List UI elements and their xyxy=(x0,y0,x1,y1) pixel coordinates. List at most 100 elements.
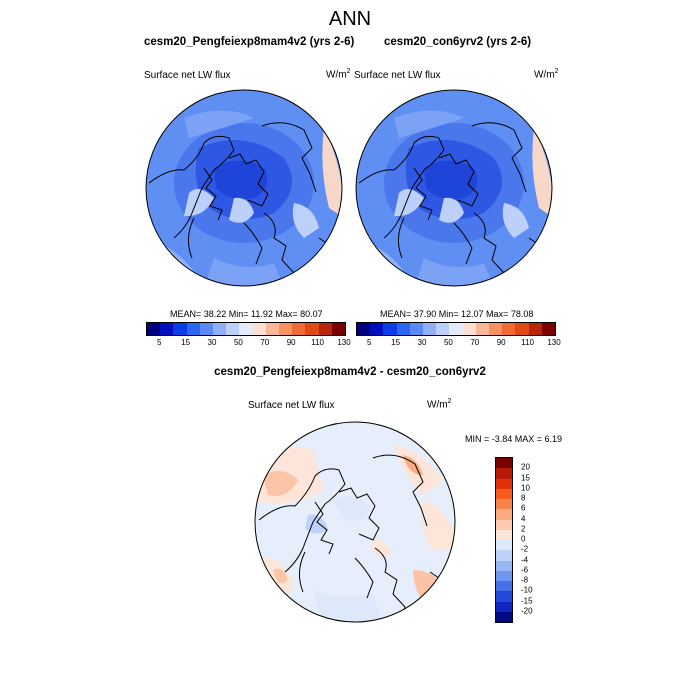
colorbar-swatch xyxy=(496,468,512,479)
units-label: W/m2 xyxy=(534,68,559,81)
colorbar-tick-label: 8 xyxy=(521,493,526,503)
colorbar-swatch xyxy=(496,519,512,530)
colorbar-swatch xyxy=(199,323,214,335)
colorbar-swatch xyxy=(496,601,512,612)
colorbar-swatch xyxy=(239,323,253,335)
colorbar-swatch xyxy=(496,478,512,489)
panel-right: cesm20_con6yrv2 (yrs 2-6) Surface net LW… xyxy=(350,36,570,356)
colorbar-swatch xyxy=(489,323,503,335)
colorbar-swatch xyxy=(475,323,490,335)
colorbar-tick-label: 50 xyxy=(443,338,453,347)
colorbar-swatch xyxy=(383,323,397,335)
colorbar-swatch xyxy=(496,529,512,540)
colorbar-tick-label: 30 xyxy=(417,338,427,347)
colorbar-tick-label: 2 xyxy=(521,524,526,534)
colorbar-swatch xyxy=(462,323,476,335)
colorbar-tick-label: 5 xyxy=(156,338,162,347)
colorbar-tick-label: 20 xyxy=(521,462,530,472)
main-title: ANN xyxy=(328,8,372,30)
panel-title: cesm20_con6yrv2 (yrs 2-6) xyxy=(384,36,532,48)
colorbar-tick-label: 130 xyxy=(547,338,561,347)
colorbar-swatch xyxy=(331,323,346,335)
colorbar-ticks-diff: 20 15 10 8 6 4 2 0 -2 -4 -6 -8 -10 -15 -20 xyxy=(515,457,555,621)
colorbar-swatch xyxy=(502,323,516,335)
colorbar-diff xyxy=(495,457,513,623)
colorbar-swatch xyxy=(496,611,512,622)
diff-panel-title: cesm20_Pengfeiexp8mam4v2 - cesm20_con6yr… xyxy=(214,366,486,378)
colorbar-tick-label: 90 xyxy=(286,338,296,347)
colorbar-swatch xyxy=(528,323,542,335)
colorbar-tick-label: -2 xyxy=(521,544,529,554)
colorbar-swatch xyxy=(423,323,437,335)
colorbar-swatch xyxy=(515,323,529,335)
colorbar-swatch xyxy=(496,570,512,581)
colorbar-tick-label: -15 xyxy=(521,596,533,605)
stats-readout: MEAN= 37.90 Min= 12.07 Max= 78.08 xyxy=(380,309,534,319)
colorbar-tick-label: 15 xyxy=(391,338,401,347)
colorbar-tick-label: 15 xyxy=(521,473,530,482)
colorbar-tick-label: -8 xyxy=(521,575,529,585)
colorbar-swatch xyxy=(396,323,410,335)
colorbar-swatch xyxy=(160,323,174,335)
colorbar-swatch xyxy=(496,458,512,469)
colorbar-tick-label: 70 xyxy=(470,338,480,347)
colorbar-swatch xyxy=(496,540,512,551)
colorbar-swatch xyxy=(305,323,319,335)
colorbar-swatch xyxy=(213,323,227,335)
stats-readout: MEAN= 38.22 Min= 11.92 Max= 80.07 xyxy=(170,309,323,319)
diff-variable-label: Surface net LW flux xyxy=(248,400,335,411)
colorbar-swatch xyxy=(541,323,556,335)
colorbar-swatch xyxy=(496,488,512,499)
colorbar-tick-label: 90 xyxy=(496,338,506,347)
colorbar-swatch xyxy=(409,323,424,335)
units-label: W/m2 xyxy=(326,68,351,81)
colorbar-tick-label: 110 xyxy=(521,338,534,347)
panel-title: cesm20_Pengfeiexp8mam4v2 (yrs 2-6) xyxy=(144,36,355,48)
colorbar-swatch xyxy=(496,550,512,561)
colorbar-ticks-right: 5 15 30 50 70 90 110 130 xyxy=(356,338,561,350)
colorbar-tick-label: 30 xyxy=(207,338,217,347)
polar-map-diff xyxy=(254,421,456,623)
diff-stats-readout: MIN = -3.84 MAX = 6.19 xyxy=(465,434,563,444)
variable-label: Surface net LW flux xyxy=(144,70,231,81)
colorbar-swatch xyxy=(252,323,266,335)
colorbar-tick-label: 130 xyxy=(337,338,351,347)
colorbar-ticks-left: 5 15 30 50 70 90 110 130 xyxy=(146,338,351,350)
polar-map-right xyxy=(355,89,553,287)
polar-map-left xyxy=(145,89,343,287)
diff-units-label: W/m2 xyxy=(427,398,452,411)
colorbar-swatch xyxy=(496,509,512,520)
colorbar-swatch xyxy=(226,323,240,335)
colorbar-tick-label: -10 xyxy=(521,585,533,595)
colorbar-swatch xyxy=(436,323,450,335)
colorbar-swatch xyxy=(449,323,463,335)
colorbar-tick-label: -4 xyxy=(521,555,529,564)
colorbar-left xyxy=(146,322,346,336)
variable-label: Surface net LW flux xyxy=(354,70,441,81)
colorbar-tick-label: -20 xyxy=(521,606,533,616)
colorbar-swatch xyxy=(370,323,384,335)
colorbar-swatch xyxy=(279,323,293,335)
colorbar-tick-label: -6 xyxy=(521,565,529,575)
colorbar-tick-label: 50 xyxy=(233,338,243,347)
colorbar-swatch xyxy=(496,560,512,571)
colorbar-swatch xyxy=(292,323,306,335)
colorbar-swatch xyxy=(265,323,280,335)
panel-left: cesm20_Pengfeiexp8mam4v2 (yrs 2-6) Surfa… xyxy=(140,36,360,356)
colorbar-right xyxy=(356,322,556,336)
colorbar-tick-label: 15 xyxy=(181,338,191,347)
colorbar-tick-label: 5 xyxy=(366,338,372,347)
colorbar-swatch xyxy=(496,581,512,592)
colorbar-tick-label: 110 xyxy=(311,338,324,347)
colorbar-swatch xyxy=(496,591,512,602)
colorbar-swatch xyxy=(147,323,161,335)
colorbar-tick-label: 0 xyxy=(521,534,526,544)
colorbar-tick-label: 10 xyxy=(521,483,530,493)
colorbar-tick-label: 6 xyxy=(521,503,526,513)
colorbar-swatch xyxy=(496,499,512,510)
colorbar-tick-label: 70 xyxy=(260,338,270,347)
colorbar-tick-label: 4 xyxy=(521,514,526,523)
colorbar-swatch xyxy=(173,323,187,335)
colorbar-swatch xyxy=(186,323,200,335)
colorbar-swatch xyxy=(357,323,371,335)
